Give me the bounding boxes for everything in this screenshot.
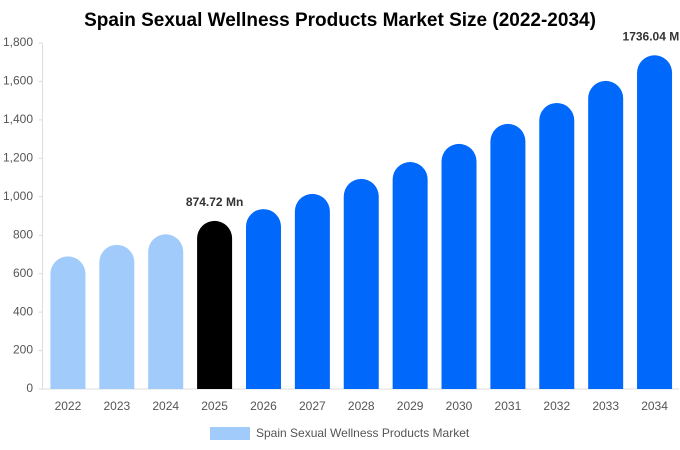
bar — [197, 220, 233, 389]
y-tick-label: 200 — [13, 343, 33, 357]
bar — [99, 244, 135, 389]
value-label: 874.72 Mn — [186, 195, 243, 209]
y-tick-label: 1,000 — [3, 189, 33, 203]
x-tick-label: 2034 — [641, 399, 668, 413]
x-tick-label: 2026 — [250, 399, 277, 413]
x-tick-label: 2031 — [495, 399, 522, 413]
bar — [539, 102, 575, 390]
bar — [245, 209, 281, 389]
y-tick-label: 0 — [26, 381, 33, 395]
chart-title: Spain Sexual Wellness Products Market Si… — [84, 10, 596, 31]
bar — [490, 123, 526, 390]
bar — [441, 143, 477, 389]
bar — [294, 193, 330, 389]
y-tick-label: 1,200 — [3, 151, 33, 165]
value-label: 1736.04 Mn — [623, 29, 680, 43]
legend-label: Spain Sexual Wellness Products Market — [256, 426, 470, 440]
x-tick-label: 2024 — [152, 399, 179, 413]
bar — [148, 234, 184, 389]
bar — [588, 80, 624, 390]
bar — [637, 55, 673, 390]
x-tick-label: 2033 — [592, 399, 619, 413]
x-tick-label: 2029 — [397, 399, 424, 413]
y-tick-label: 800 — [13, 227, 33, 241]
x-tick-label: 2030 — [446, 399, 473, 413]
x-tick-label: 2027 — [299, 399, 326, 413]
y-tick-label: 1,600 — [3, 74, 33, 88]
x-tick-label: 2028 — [348, 399, 375, 413]
x-tick-label: 2032 — [543, 399, 570, 413]
bar — [50, 256, 86, 389]
y-tick-label: 1,400 — [3, 112, 33, 126]
x-tick-label: 2022 — [55, 399, 82, 413]
y-tick-label: 1,800 — [3, 35, 33, 49]
x-tick-label: 2025 — [201, 399, 228, 413]
bar — [343, 178, 379, 389]
bar — [392, 161, 428, 389]
x-tick-label: 2023 — [103, 399, 130, 413]
y-tick-label: 400 — [13, 304, 33, 318]
y-tick-label: 600 — [13, 266, 33, 280]
legend-swatch — [210, 427, 250, 440]
